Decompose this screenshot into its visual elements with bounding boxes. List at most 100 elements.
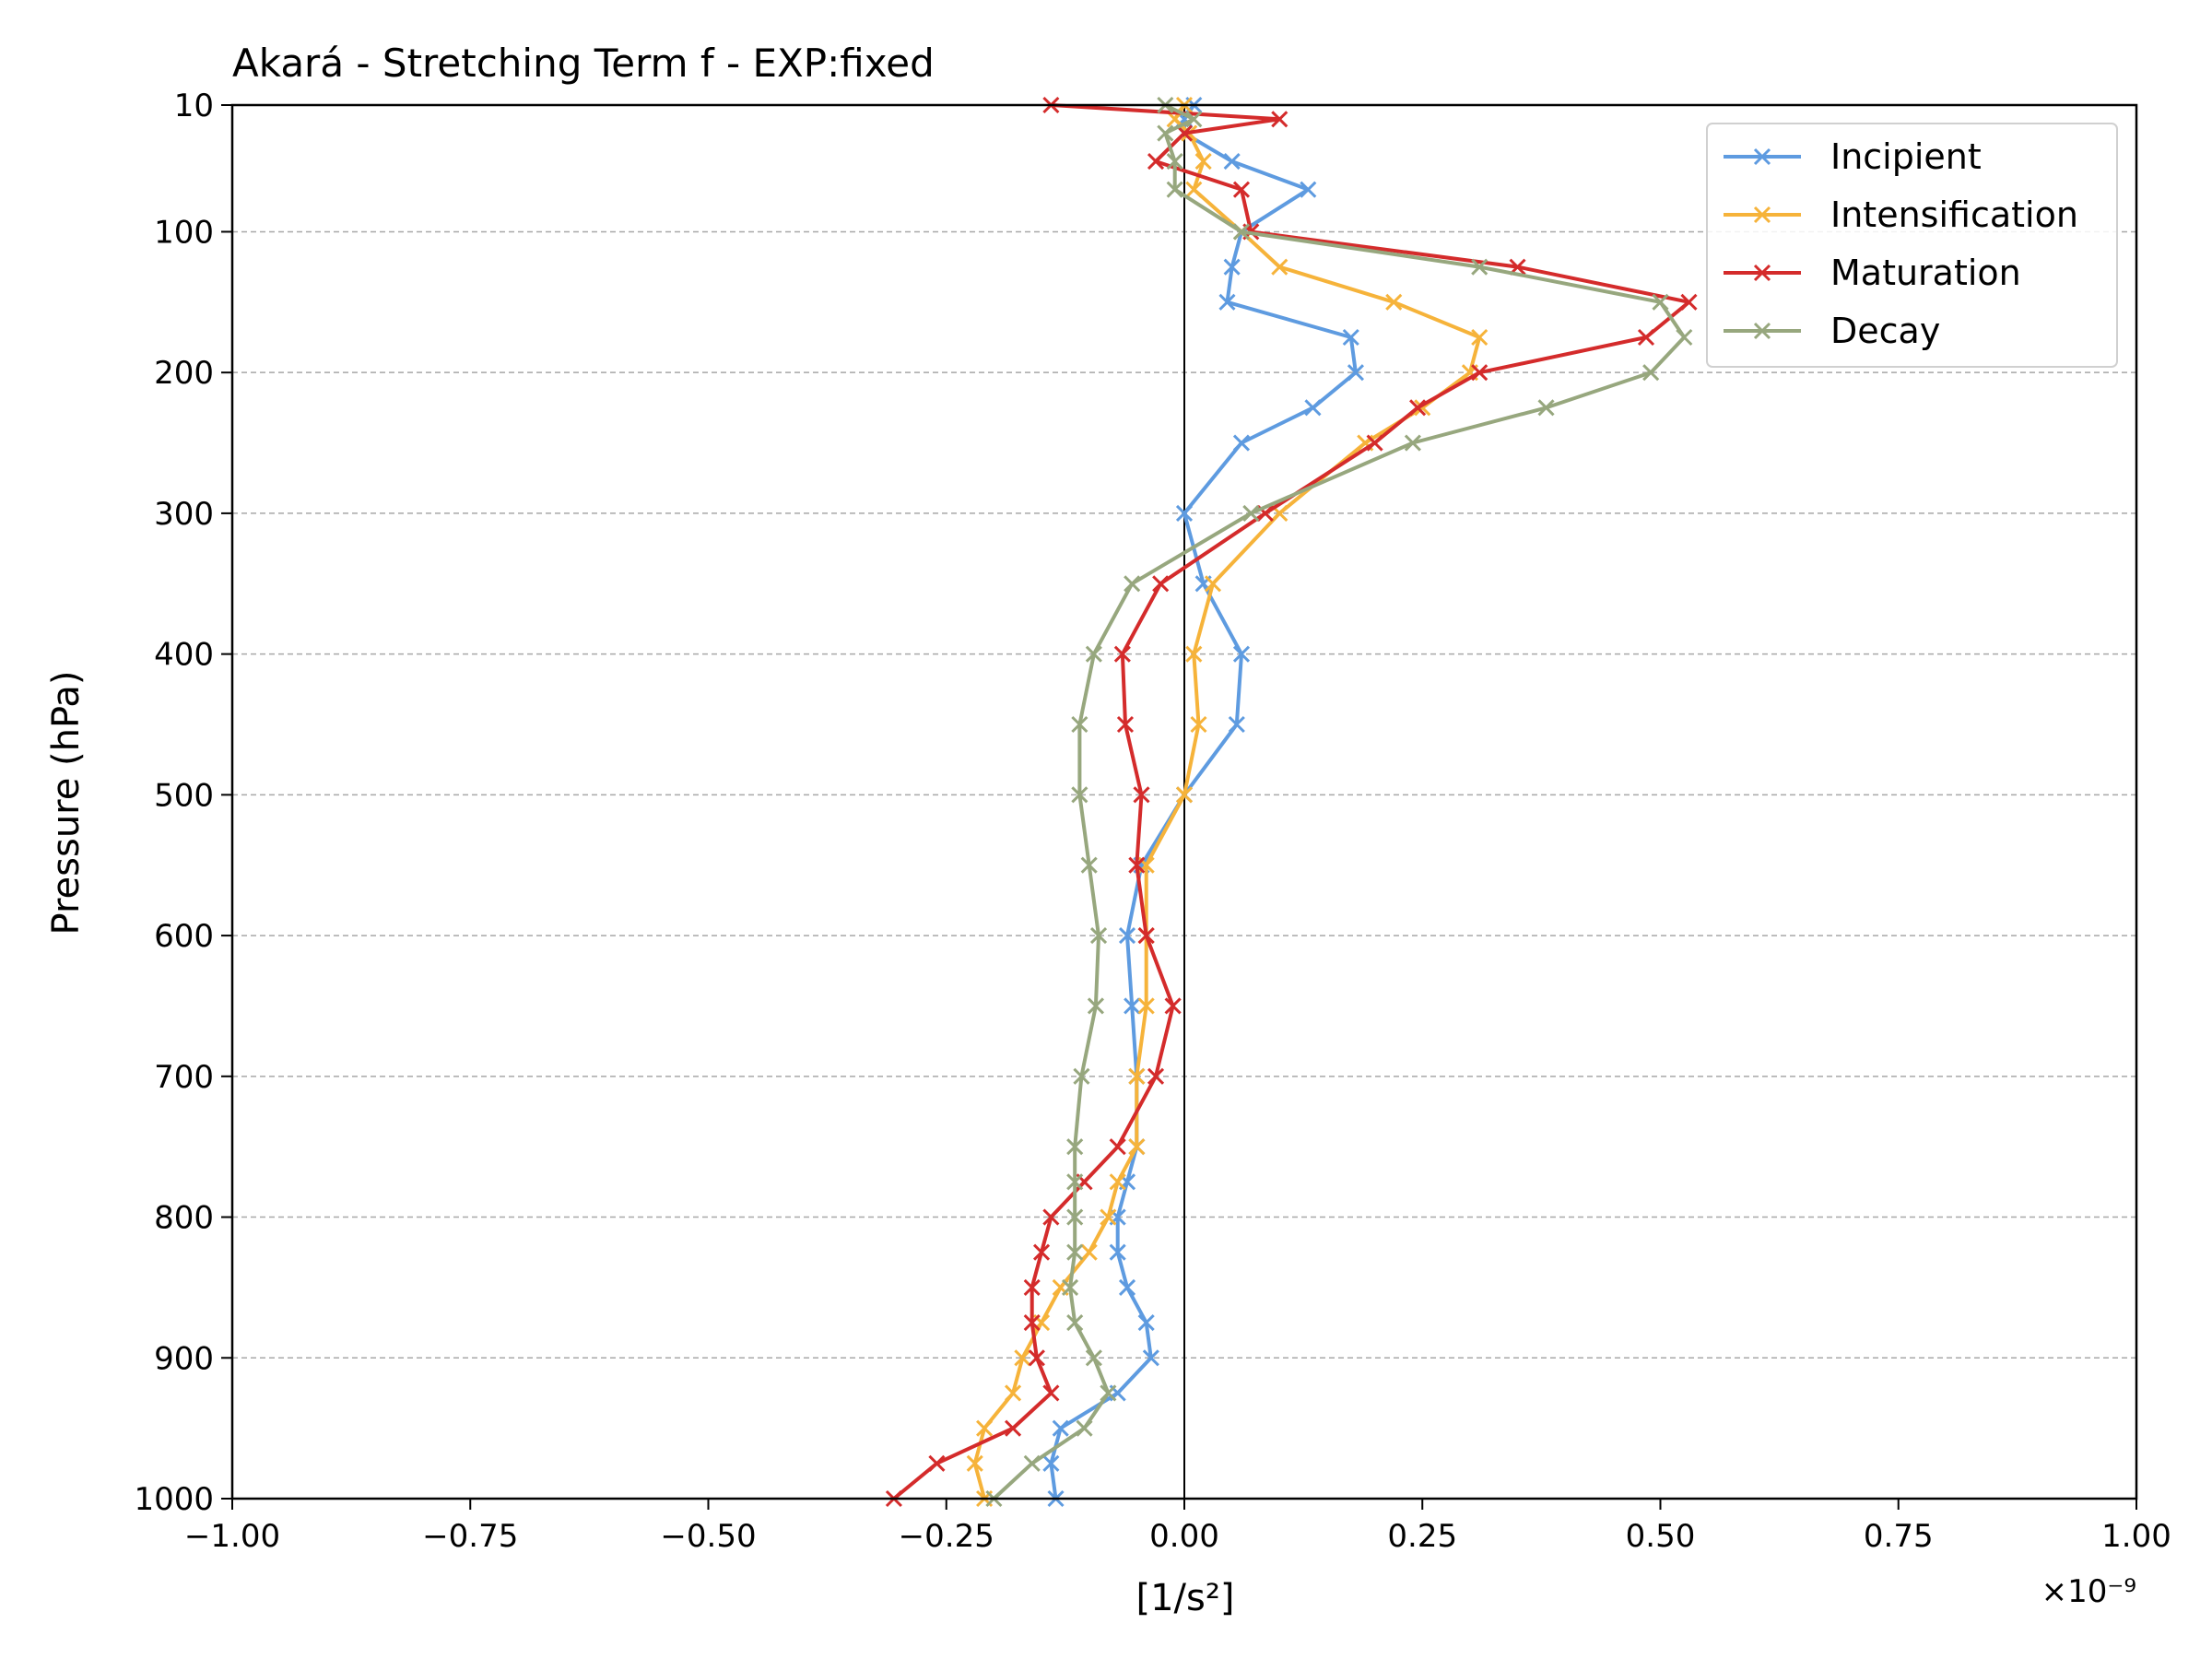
data-point-maturation <box>1028 1349 1045 1367</box>
data-point-intensification <box>1471 328 1488 347</box>
data-point-intensification <box>1128 1067 1146 1085</box>
data-point-intensification <box>1185 181 1203 198</box>
data-point-maturation <box>1164 997 1182 1015</box>
data-point-maturation <box>1271 111 1288 128</box>
x-tick-label: 0.00 <box>1149 1518 1219 1555</box>
y-axis-label: Pressure (hPa) <box>45 671 88 935</box>
data-point-maturation <box>1637 328 1655 347</box>
data-point-decay <box>1076 1419 1093 1437</box>
legend-label-incipient: Incipient <box>1830 136 1982 177</box>
y-tick-label: 300 <box>154 496 214 533</box>
data-point-maturation <box>1680 293 1698 311</box>
data-point-intensification <box>1004 1384 1022 1402</box>
data-point-maturation <box>1409 399 1427 417</box>
chart-title: Akará - Stretching Term f - EXP:fixed <box>232 41 935 86</box>
data-point-intensification <box>1137 997 1155 1015</box>
data-point-maturation <box>1113 645 1131 663</box>
data-point-decay <box>1066 1138 1084 1156</box>
series-layer <box>885 96 1698 1508</box>
data-point-intensification <box>1204 575 1222 593</box>
data-point-intensification <box>1271 258 1288 276</box>
y-tick-label: 200 <box>154 355 214 392</box>
data-point-maturation <box>1175 124 1194 142</box>
x-tick-label: 1.00 <box>2101 1518 2171 1555</box>
x-tick-label: −0.25 <box>899 1518 994 1555</box>
data-point-intensification <box>966 1454 983 1472</box>
data-point-intensification <box>1100 1208 1117 1226</box>
x-tick-label: −1.00 <box>184 1518 280 1555</box>
data-point-decay <box>1100 1384 1117 1402</box>
data-point-maturation <box>1109 1138 1126 1156</box>
data-point-intensification <box>1175 786 1194 804</box>
legend-marker-decay <box>1753 322 1771 340</box>
data-point-maturation <box>1366 434 1383 452</box>
series-line-decay <box>993 103 1687 1500</box>
data-point-decay <box>1642 364 1660 382</box>
y-tick-label: 700 <box>154 1059 214 1096</box>
data-point-incipient <box>1042 1454 1060 1472</box>
data-point-decay <box>1232 223 1251 241</box>
data-point-intensification <box>1014 1349 1031 1367</box>
data-point-maturation <box>1042 1208 1060 1226</box>
y-tick-label: 400 <box>154 637 214 674</box>
x-tick-label: 0.75 <box>1864 1518 1934 1555</box>
data-point-maturation <box>1471 364 1488 382</box>
data-point-maturation <box>1152 575 1170 593</box>
y-axis: 10 100 200 300 400 500 600 700 800 900 1000 <box>134 88 232 1518</box>
data-point-intensification <box>1128 1138 1146 1156</box>
data-point-maturation <box>1147 1067 1165 1085</box>
data-point-decay <box>1073 1067 1090 1085</box>
data-point-maturation <box>1004 1419 1022 1437</box>
x-axis-multiplier: ×10⁻⁹ <box>2041 1573 2136 1610</box>
data-point-decay <box>1061 1278 1079 1296</box>
data-point-incipient <box>1124 997 1141 1015</box>
data-point-incipient <box>1218 293 1236 311</box>
data-point-incipient <box>1232 645 1251 663</box>
data-point-incipient <box>1228 715 1245 734</box>
legend-label-intensification: Intensification <box>1830 194 2078 235</box>
data-point-decay <box>1652 293 1669 311</box>
legend-marker-incipient <box>1753 147 1771 166</box>
data-point-decay <box>1166 153 1183 171</box>
series-decay <box>985 96 1693 1508</box>
y-tick-label: 800 <box>154 1200 214 1237</box>
data-point-decay <box>1157 124 1174 142</box>
data-point-maturation <box>1042 1384 1060 1402</box>
data-point-decay <box>1124 575 1141 593</box>
x-axis: −1.00 −0.75 −0.50 −0.25 0.00 0.25 0.50 0.75 1.00 <box>184 1499 2171 1555</box>
y-tick-label: 600 <box>154 918 214 955</box>
data-point-decay <box>1185 111 1203 128</box>
data-point-maturation <box>1116 715 1135 734</box>
data-point-decay <box>1404 434 1421 452</box>
y-tick-label: 100 <box>154 214 214 251</box>
data-point-intensification <box>1185 645 1203 663</box>
series-line-maturation <box>892 103 1691 1500</box>
data-point-intensification <box>1080 1243 1098 1261</box>
data-point-decay <box>1071 715 1088 734</box>
data-point-incipient <box>1118 1278 1136 1296</box>
data-point-decay <box>1066 1243 1084 1261</box>
data-point-decay <box>1676 328 1693 347</box>
data-point-incipient <box>1175 504 1194 522</box>
data-point-incipient <box>1232 434 1251 452</box>
legend-marker-intensification <box>1753 206 1771 224</box>
data-point-decay <box>1071 786 1088 804</box>
data-point-decay <box>1085 1349 1102 1367</box>
data-point-decay <box>1537 399 1555 417</box>
legend-marker-maturation <box>1753 264 1771 282</box>
data-point-decay <box>1066 1208 1084 1226</box>
data-point-intensification <box>1385 293 1403 311</box>
x-tick-label: −0.50 <box>660 1518 756 1555</box>
data-point-incipient <box>1142 1349 1159 1367</box>
data-point-decay <box>1066 1314 1084 1332</box>
x-tick-label: 0.50 <box>1626 1518 1696 1555</box>
data-point-decay <box>1023 1454 1041 1472</box>
series-line-incipient <box>1049 103 1358 1500</box>
data-point-maturation <box>1147 153 1165 171</box>
x-axis-label: [1/s²] <box>1135 1577 1234 1619</box>
data-point-incipient <box>1137 1314 1155 1332</box>
data-point-maturation <box>1128 856 1146 874</box>
data-point-incipient <box>1304 399 1322 417</box>
data-point-incipient <box>1347 364 1365 382</box>
